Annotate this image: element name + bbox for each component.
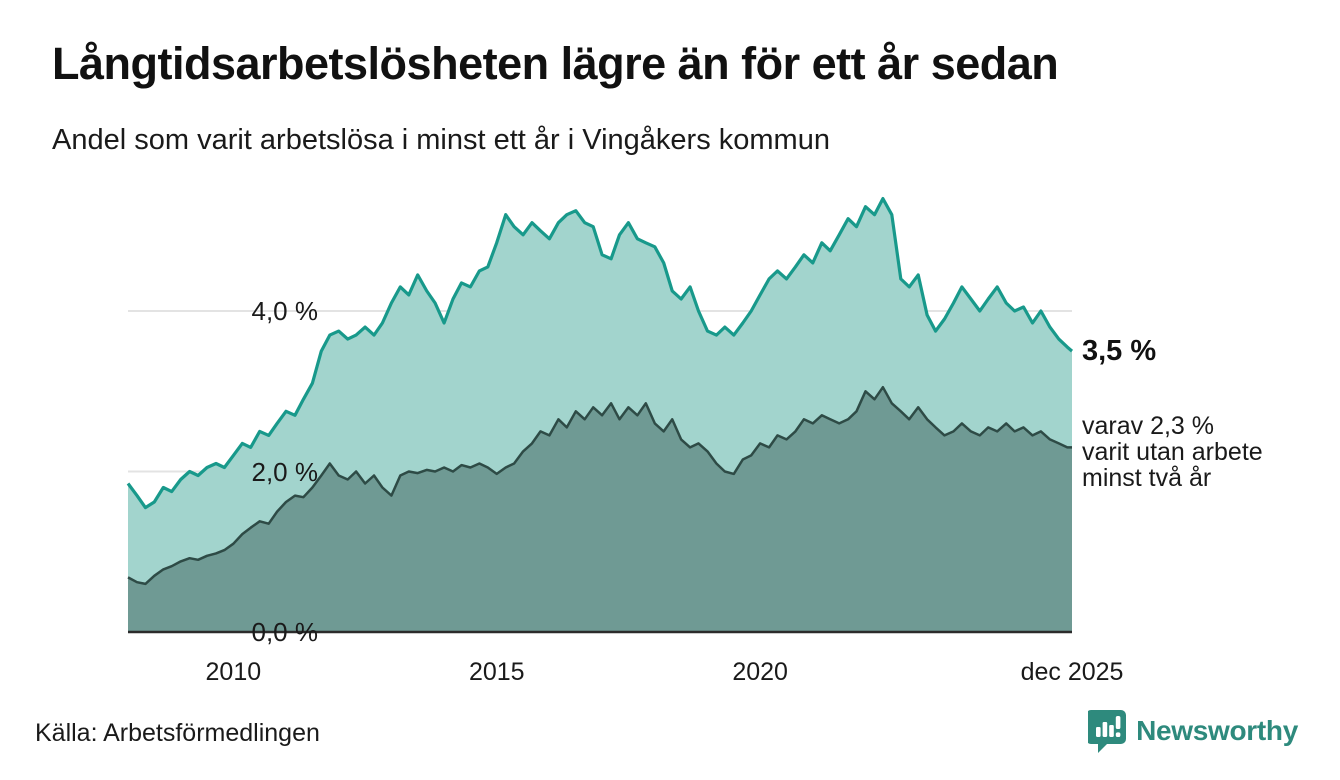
- secondary-value-line-2: varit utan arbete: [1082, 438, 1263, 466]
- logo-exclamation-bar: [1115, 716, 1121, 729]
- series-2yr-line: [127, 385, 1072, 586]
- x-tick-label: dec 2025: [1020, 658, 1124, 686]
- chart-title: Långtidsarbetslösheten lägre än för ett …: [52, 38, 1059, 89]
- newsworthy-logo: Newsworthy: [1088, 708, 1298, 754]
- source-note: Källa: Arbetsförmedlingen: [35, 719, 320, 747]
- x-tick-label: 2020: [732, 658, 788, 686]
- logo-bar-1: [1096, 727, 1101, 737]
- latest-value-label: 3,5 %: [1082, 335, 1157, 367]
- x-tick-label: 2010: [205, 658, 262, 686]
- x-tick-label: 2015: [468, 658, 525, 686]
- y-tick-label: 0,0 %: [251, 617, 319, 647]
- secondary-value-line-3: minst två år: [1082, 464, 1212, 492]
- chart-subtitle: Andel som varit arbetslösa i minst ett å…: [52, 124, 830, 156]
- secondary-value-label: varav 2,3 % varit utan arbete minst två …: [1082, 413, 1263, 491]
- y-tick-label: 4,0 %: [251, 296, 319, 326]
- logo-bar-3: [1109, 725, 1114, 737]
- newsworthy-logo-icon: [1088, 710, 1127, 753]
- logo-exclamation-dot: [1115, 732, 1121, 737]
- series-2yr-area: [128, 387, 1072, 632]
- y-tick-label: 2,0 %: [251, 456, 319, 487]
- series-1yr-line: [126, 197, 1074, 510]
- logo-bar-2: [1102, 722, 1108, 737]
- newsworthy-logo-text: Newsworthy: [1136, 715, 1298, 746]
- secondary-value-line-1: varav 2,3 %: [1082, 412, 1215, 440]
